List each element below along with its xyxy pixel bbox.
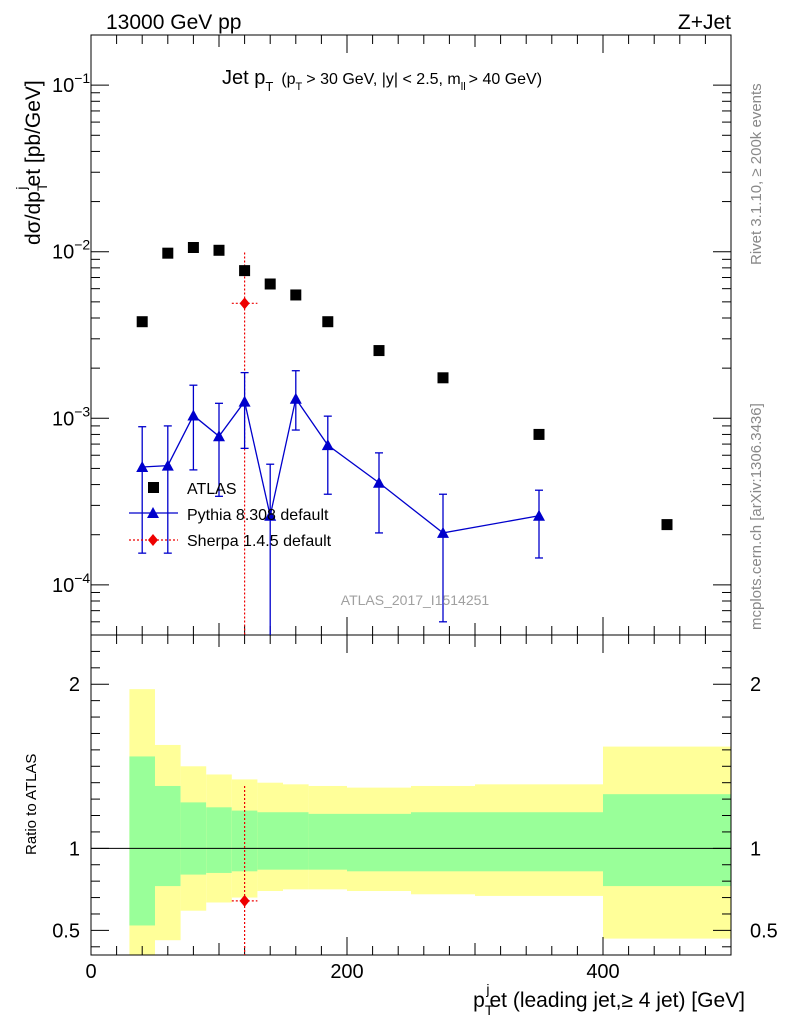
ratio-band-inner [155,785,181,887]
legend-sherpa-label: Sherpa 1.4.5 default [187,533,332,550]
ratio-band-inner [257,812,283,870]
ratio-y-tick-label-right: 1 [750,838,761,860]
plot-title: Jet pT (pT > 30 GeV, |y| < 2.5, mll > 40 Ge… [222,67,542,94]
ratio-band-inner [283,812,309,870]
atlas-point [322,316,334,328]
pythia-point [238,395,251,407]
atlas-point [373,345,385,357]
x-tick-label: 400 [586,961,619,983]
y-tick-label: 10−2 [52,237,90,264]
legend-atlas-label: ATLAS [187,481,237,498]
pythia-point [213,430,225,442]
atlas-point [187,241,199,253]
pythia-point [533,509,545,521]
ratio-y-tick-label-right: 2 [750,674,761,696]
ratio-frame [90,634,732,956]
atlas-point [136,316,148,328]
ratio-y-tick-label-left: 0.5 [52,920,80,942]
legend-sherpa-marker [148,534,158,546]
pythia-point [373,476,385,488]
ratio-y-tick-label-left: 2 [69,674,80,696]
legend-pythia-marker [147,507,159,518]
y-tick-label: 10−1 [52,70,90,97]
pythia-point [161,459,174,471]
pythia-point [136,460,149,472]
atlas-point [290,289,302,301]
x-axis-label: pTjet (leading jet,≥ 4 jet) [GeV] [473,981,745,1018]
y-axis-label: dσ/dpTjet [pb/GeV] [13,80,50,245]
atlas-point [264,278,276,290]
sherpa-point [239,297,250,310]
pythia-point [437,526,449,538]
atlas-point [239,265,251,277]
y-tick-label: 10−3 [52,403,90,430]
legend-atlas-marker [148,482,159,493]
axis-ticks: 0 200 400 10−1 10−2 10−3 10−4 0.5 0.5 1 1 2 2 [52,34,778,983]
pythia-point [264,509,277,521]
ratio-band-inner [603,794,731,887]
ratio-band-inner [206,807,232,873]
ratio-band-inner [129,756,155,926]
ratio-y-axis-label: Ratio to ATLAS [23,754,40,855]
ratio-band-inner [231,810,258,872]
atlas-point [661,519,673,531]
ratio-band-inner [308,813,347,870]
x-tick-label: 0 [85,961,96,983]
legend: ATLAS Pythia 8.308 default Sherpa 1.4.5 … [129,481,332,550]
analysis-watermark: ATLAS_2017_I1514251 [341,592,490,608]
x-tick-label: 200 [330,961,363,983]
ratio-band-inner [347,813,411,872]
mcplots-credit-label: mcplots.cern.ch [arXiv:1306.3436] [748,403,765,630]
atlas-point [437,372,449,384]
data-marks [136,241,673,955]
rivet-version-label: Rivet 3.1.10, ≥ 200k events [748,83,765,265]
ratio-band-inner [411,812,475,872]
pythia-point [321,439,334,451]
header-process: Z+Jet [678,11,731,34]
atlas-point [213,244,225,256]
ratio-bands [91,689,731,955]
pythia-point [187,409,200,421]
legend-pythia-label: Pythia 8.308 default [187,507,329,524]
pythia-point [289,392,302,404]
ratio-sherpa-point [239,894,250,907]
header-energy: 13000 GeV pp [106,11,241,34]
ratio-band-inner [180,802,207,875]
ratio-y-tick-label-left: 1 [69,838,80,860]
y-tick-label: 10−4 [52,570,90,597]
ratio-y-tick-label-right: 0.5 [750,920,778,942]
atlas-point [162,247,174,259]
atlas-point [533,428,545,440]
ratio-band-inner [475,812,603,872]
